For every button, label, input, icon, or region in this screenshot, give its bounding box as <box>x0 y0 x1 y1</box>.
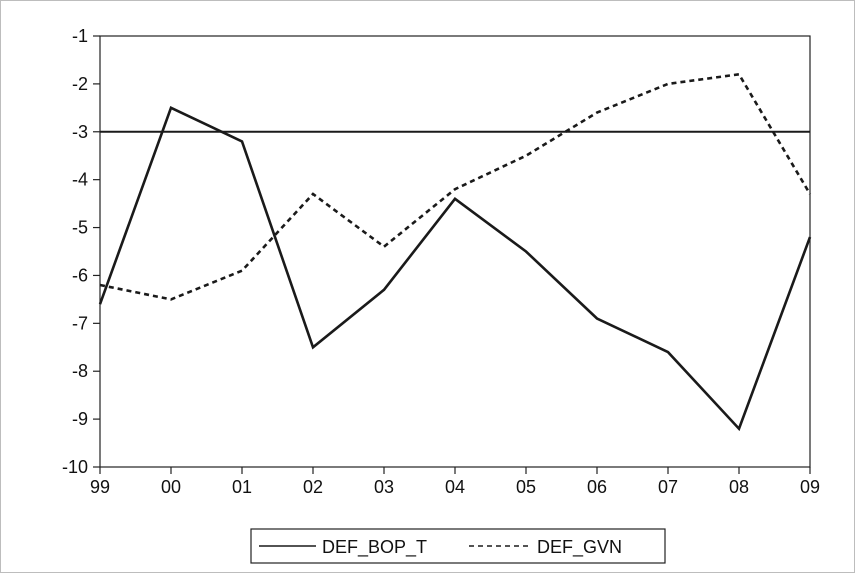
y-tick-label: -10 <box>62 457 88 477</box>
y-tick-label: -6 <box>72 265 88 285</box>
x-tick-label: 02 <box>303 477 323 497</box>
x-tick-label: 08 <box>729 477 749 497</box>
y-tick-label: -9 <box>72 409 88 429</box>
x-tick-label: 99 <box>90 477 110 497</box>
legend-box <box>250 528 666 564</box>
series-line-def-gvn <box>99 72 812 301</box>
x-tick-label: 00 <box>161 477 181 497</box>
series-line-def-bop-t <box>98 106 812 432</box>
legend-label-def-bop-t: DEF_BOP_T <box>322 537 427 558</box>
y-tick-label: -2 <box>72 74 88 94</box>
x-tick-label: 03 <box>374 477 394 497</box>
y-tick-label: -5 <box>72 218 88 238</box>
x-tick-label: 07 <box>658 477 678 497</box>
x-tick-label: 09 <box>800 477 820 497</box>
series-group <box>98 72 812 432</box>
y-tick-label: -3 <box>72 122 88 142</box>
legend-label-def-gvn: DEF_GVN <box>537 537 622 558</box>
y-tick-label: -8 <box>72 361 88 381</box>
y-tick-label: -1 <box>72 26 88 46</box>
y-tick-label: -7 <box>72 313 88 333</box>
x-tick-label: 06 <box>587 477 607 497</box>
plot-area <box>99 35 811 468</box>
legend: DEF_BOP_T DEF_GVN <box>250 528 666 564</box>
y-tick-label: -4 <box>72 170 88 190</box>
y-axis: -10 -9 -8 -7 -6 -5 -4 -3 -2 -1 <box>62 26 100 477</box>
x-tick-label: 01 <box>232 477 252 497</box>
x-tick-label: 05 <box>516 477 536 497</box>
x-tick-label: 04 <box>445 477 465 497</box>
x-axis: 99 00 01 02 03 04 05 06 07 08 09 <box>90 467 820 497</box>
